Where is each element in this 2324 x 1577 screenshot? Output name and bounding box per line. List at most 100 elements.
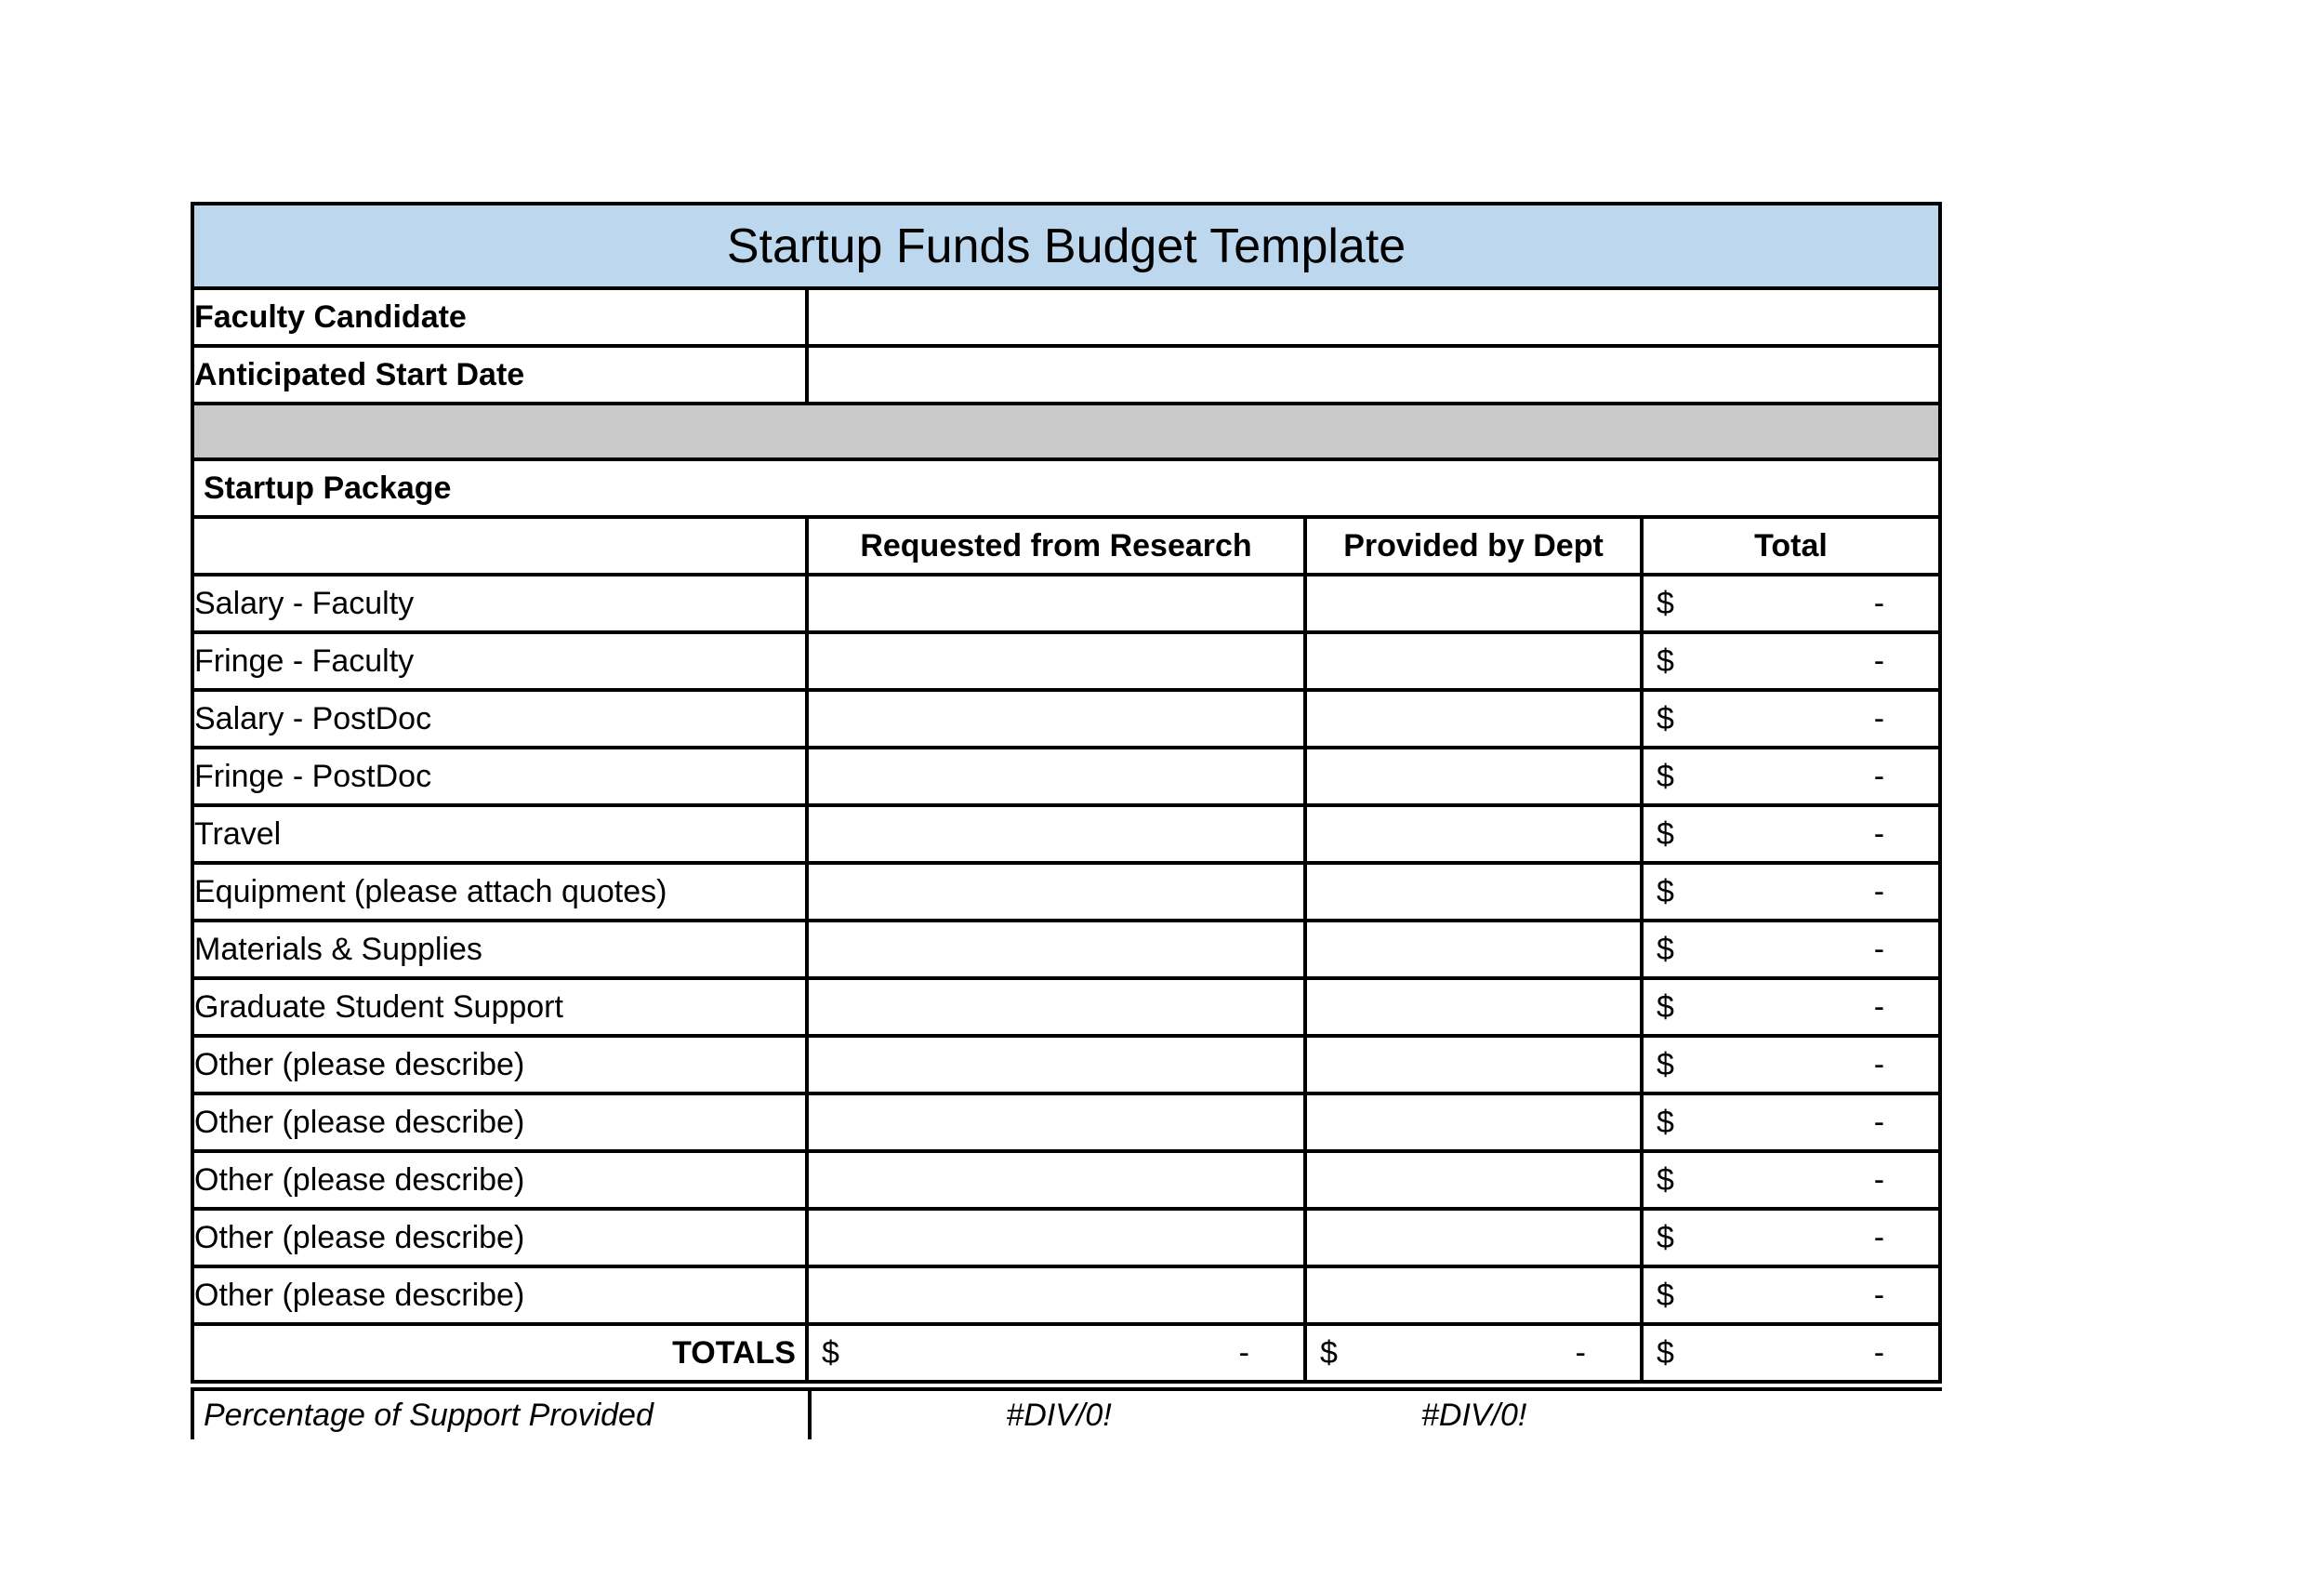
requested-input-cell[interactable] <box>805 688 1307 749</box>
requested-input-cell[interactable] <box>805 861 1307 922</box>
currency-symbol: $ <box>1320 1334 1338 1371</box>
empty-amount-dash: - <box>1873 1046 1885 1082</box>
budget-row-label: Materials & Supplies <box>191 919 809 980</box>
empty-amount-dash: - <box>1873 815 1885 852</box>
requested-input-cell[interactable] <box>805 573 1307 634</box>
total-cell: $ - <box>1639 688 1943 749</box>
budget-row: Materials & Supplies $ - <box>191 919 1943 980</box>
provided-input-cell[interactable] <box>1303 573 1644 634</box>
budget-row-label: Other (please describe) <box>191 1207 809 1268</box>
total-cell: $ - <box>1639 630 1943 692</box>
currency-symbol: $ <box>1657 931 1674 967</box>
empty-amount-dash: - <box>1873 1277 1885 1313</box>
empty-amount-dash: - <box>1873 873 1885 909</box>
empty-amount-dash: - <box>1873 1334 1885 1371</box>
currency-symbol: $ <box>1657 815 1674 852</box>
percentage-provided-value: #DIV/0! <box>1420 1397 1527 1433</box>
budget-row-label: Salary - Faculty <box>191 573 809 634</box>
provided-input-cell[interactable] <box>1303 976 1644 1038</box>
totals-total-cell: $ - <box>1639 1322 1943 1391</box>
page-title: Startup Funds Budget Template <box>190 202 1943 290</box>
requested-input-cell[interactable] <box>805 1207 1307 1268</box>
empty-amount-dash: - <box>1873 758 1885 794</box>
total-cell: $ - <box>1639 803 1943 865</box>
faculty-candidate-value-cell[interactable] <box>804 286 1943 348</box>
requested-input-cell[interactable] <box>805 1265 1307 1326</box>
totals-row: TOTALS $ - $ - $ - <box>191 1322 1943 1391</box>
empty-amount-dash: - <box>1873 931 1885 967</box>
provided-input-cell[interactable] <box>1303 803 1644 865</box>
budget-row: Other (please describe) $ - <box>191 1034 1943 1095</box>
title-row: Startup Funds Budget Template <box>190 202 1943 290</box>
provided-input-cell[interactable] <box>1303 1149 1644 1211</box>
requested-input-cell[interactable] <box>805 1092 1307 1153</box>
empty-amount-dash: - <box>1873 700 1885 736</box>
column-header-total: Total <box>1639 515 1943 576</box>
budget-row-label: Fringe - PostDoc <box>191 746 809 807</box>
provided-input-cell[interactable] <box>1303 688 1644 749</box>
currency-symbol: $ <box>1657 1046 1674 1082</box>
currency-symbol: $ <box>1657 585 1674 621</box>
total-cell: $ - <box>1639 919 1943 980</box>
budget-row: Other (please describe) $ - <box>191 1092 1943 1153</box>
provided-input-cell[interactable] <box>1303 1265 1644 1326</box>
budget-template-sheet: Startup Funds Budget Template Faculty Ca… <box>190 202 1943 1439</box>
empty-amount-dash: - <box>1873 988 1885 1025</box>
total-cell: $ - <box>1639 573 1943 634</box>
totals-label: TOTALS <box>191 1322 809 1391</box>
provided-input-cell[interactable] <box>1303 1034 1644 1095</box>
percentage-of-support-row: Percentage of Support Provided #DIV/0! #… <box>191 1391 1938 1439</box>
requested-input-cell[interactable] <box>805 1149 1307 1211</box>
column-header-provided: Provided by Dept <box>1303 515 1644 576</box>
section-header-label: Startup Package <box>190 457 1943 519</box>
provided-input-cell[interactable] <box>1303 746 1644 807</box>
requested-input-cell[interactable] <box>805 976 1307 1038</box>
currency-symbol: $ <box>1657 758 1674 794</box>
budget-row: Travel $ - <box>191 803 1943 865</box>
faculty-candidate-row: Faculty Candidate <box>191 286 1943 348</box>
total-cell: $ - <box>1639 746 1943 807</box>
anticipated-start-date-row: Anticipated Start Date <box>191 344 1943 405</box>
empty-amount-dash: - <box>1873 585 1885 621</box>
provided-input-cell[interactable] <box>1303 630 1644 692</box>
currency-symbol: $ <box>1657 1104 1674 1140</box>
requested-input-cell[interactable] <box>805 803 1307 865</box>
section-header-row: Startup Package <box>190 457 1943 519</box>
currency-symbol: $ <box>1657 643 1674 679</box>
currency-symbol: $ <box>1657 988 1674 1025</box>
requested-input-cell[interactable] <box>805 630 1307 692</box>
empty-amount-dash: - <box>1575 1334 1586 1371</box>
budget-row: Equipment (please attach quotes) $ - <box>191 861 1943 922</box>
budget-row-label: Fringe - Faculty <box>191 630 809 692</box>
budget-row: Other (please describe) $ - <box>191 1207 1943 1268</box>
total-cell: $ - <box>1639 1092 1943 1153</box>
budget-row: Fringe - PostDoc $ - <box>191 746 1943 807</box>
total-cell: $ - <box>1639 1034 1943 1095</box>
anticipated-start-date-label: Anticipated Start Date <box>191 344 809 405</box>
currency-symbol: $ <box>1657 1334 1674 1371</box>
currency-symbol: $ <box>1657 873 1674 909</box>
total-cell: $ - <box>1639 1207 1943 1268</box>
currency-symbol: $ <box>1657 1277 1674 1313</box>
requested-input-cell[interactable] <box>805 1034 1307 1095</box>
provided-input-cell[interactable] <box>1303 861 1644 922</box>
total-cell: $ - <box>1639 1265 1943 1326</box>
empty-amount-dash: - <box>1238 1334 1249 1371</box>
totals-requested-cell: $ - <box>805 1322 1307 1391</box>
total-cell: $ - <box>1639 976 1943 1038</box>
provided-input-cell[interactable] <box>1303 1207 1644 1268</box>
percentage-label: Percentage of Support Provided <box>194 1391 812 1439</box>
currency-symbol: $ <box>822 1334 839 1371</box>
budget-row-label: Other (please describe) <box>191 1149 809 1211</box>
budget-row: Salary - PostDoc $ - <box>191 688 1943 749</box>
column-header-requested: Requested from Research <box>805 515 1307 576</box>
provided-input-cell[interactable] <box>1303 919 1644 980</box>
budget-row: Fringe - Faculty $ - <box>191 630 1943 692</box>
provided-input-cell[interactable] <box>1303 1092 1644 1153</box>
anticipated-start-date-value-cell[interactable] <box>804 344 1943 405</box>
total-cell: $ - <box>1639 861 1943 922</box>
percentage-requested-value: #DIV/0! <box>1006 1397 1112 1433</box>
requested-input-cell[interactable] <box>805 919 1307 980</box>
budget-row-label: Other (please describe) <box>191 1092 809 1153</box>
requested-input-cell[interactable] <box>805 746 1307 807</box>
